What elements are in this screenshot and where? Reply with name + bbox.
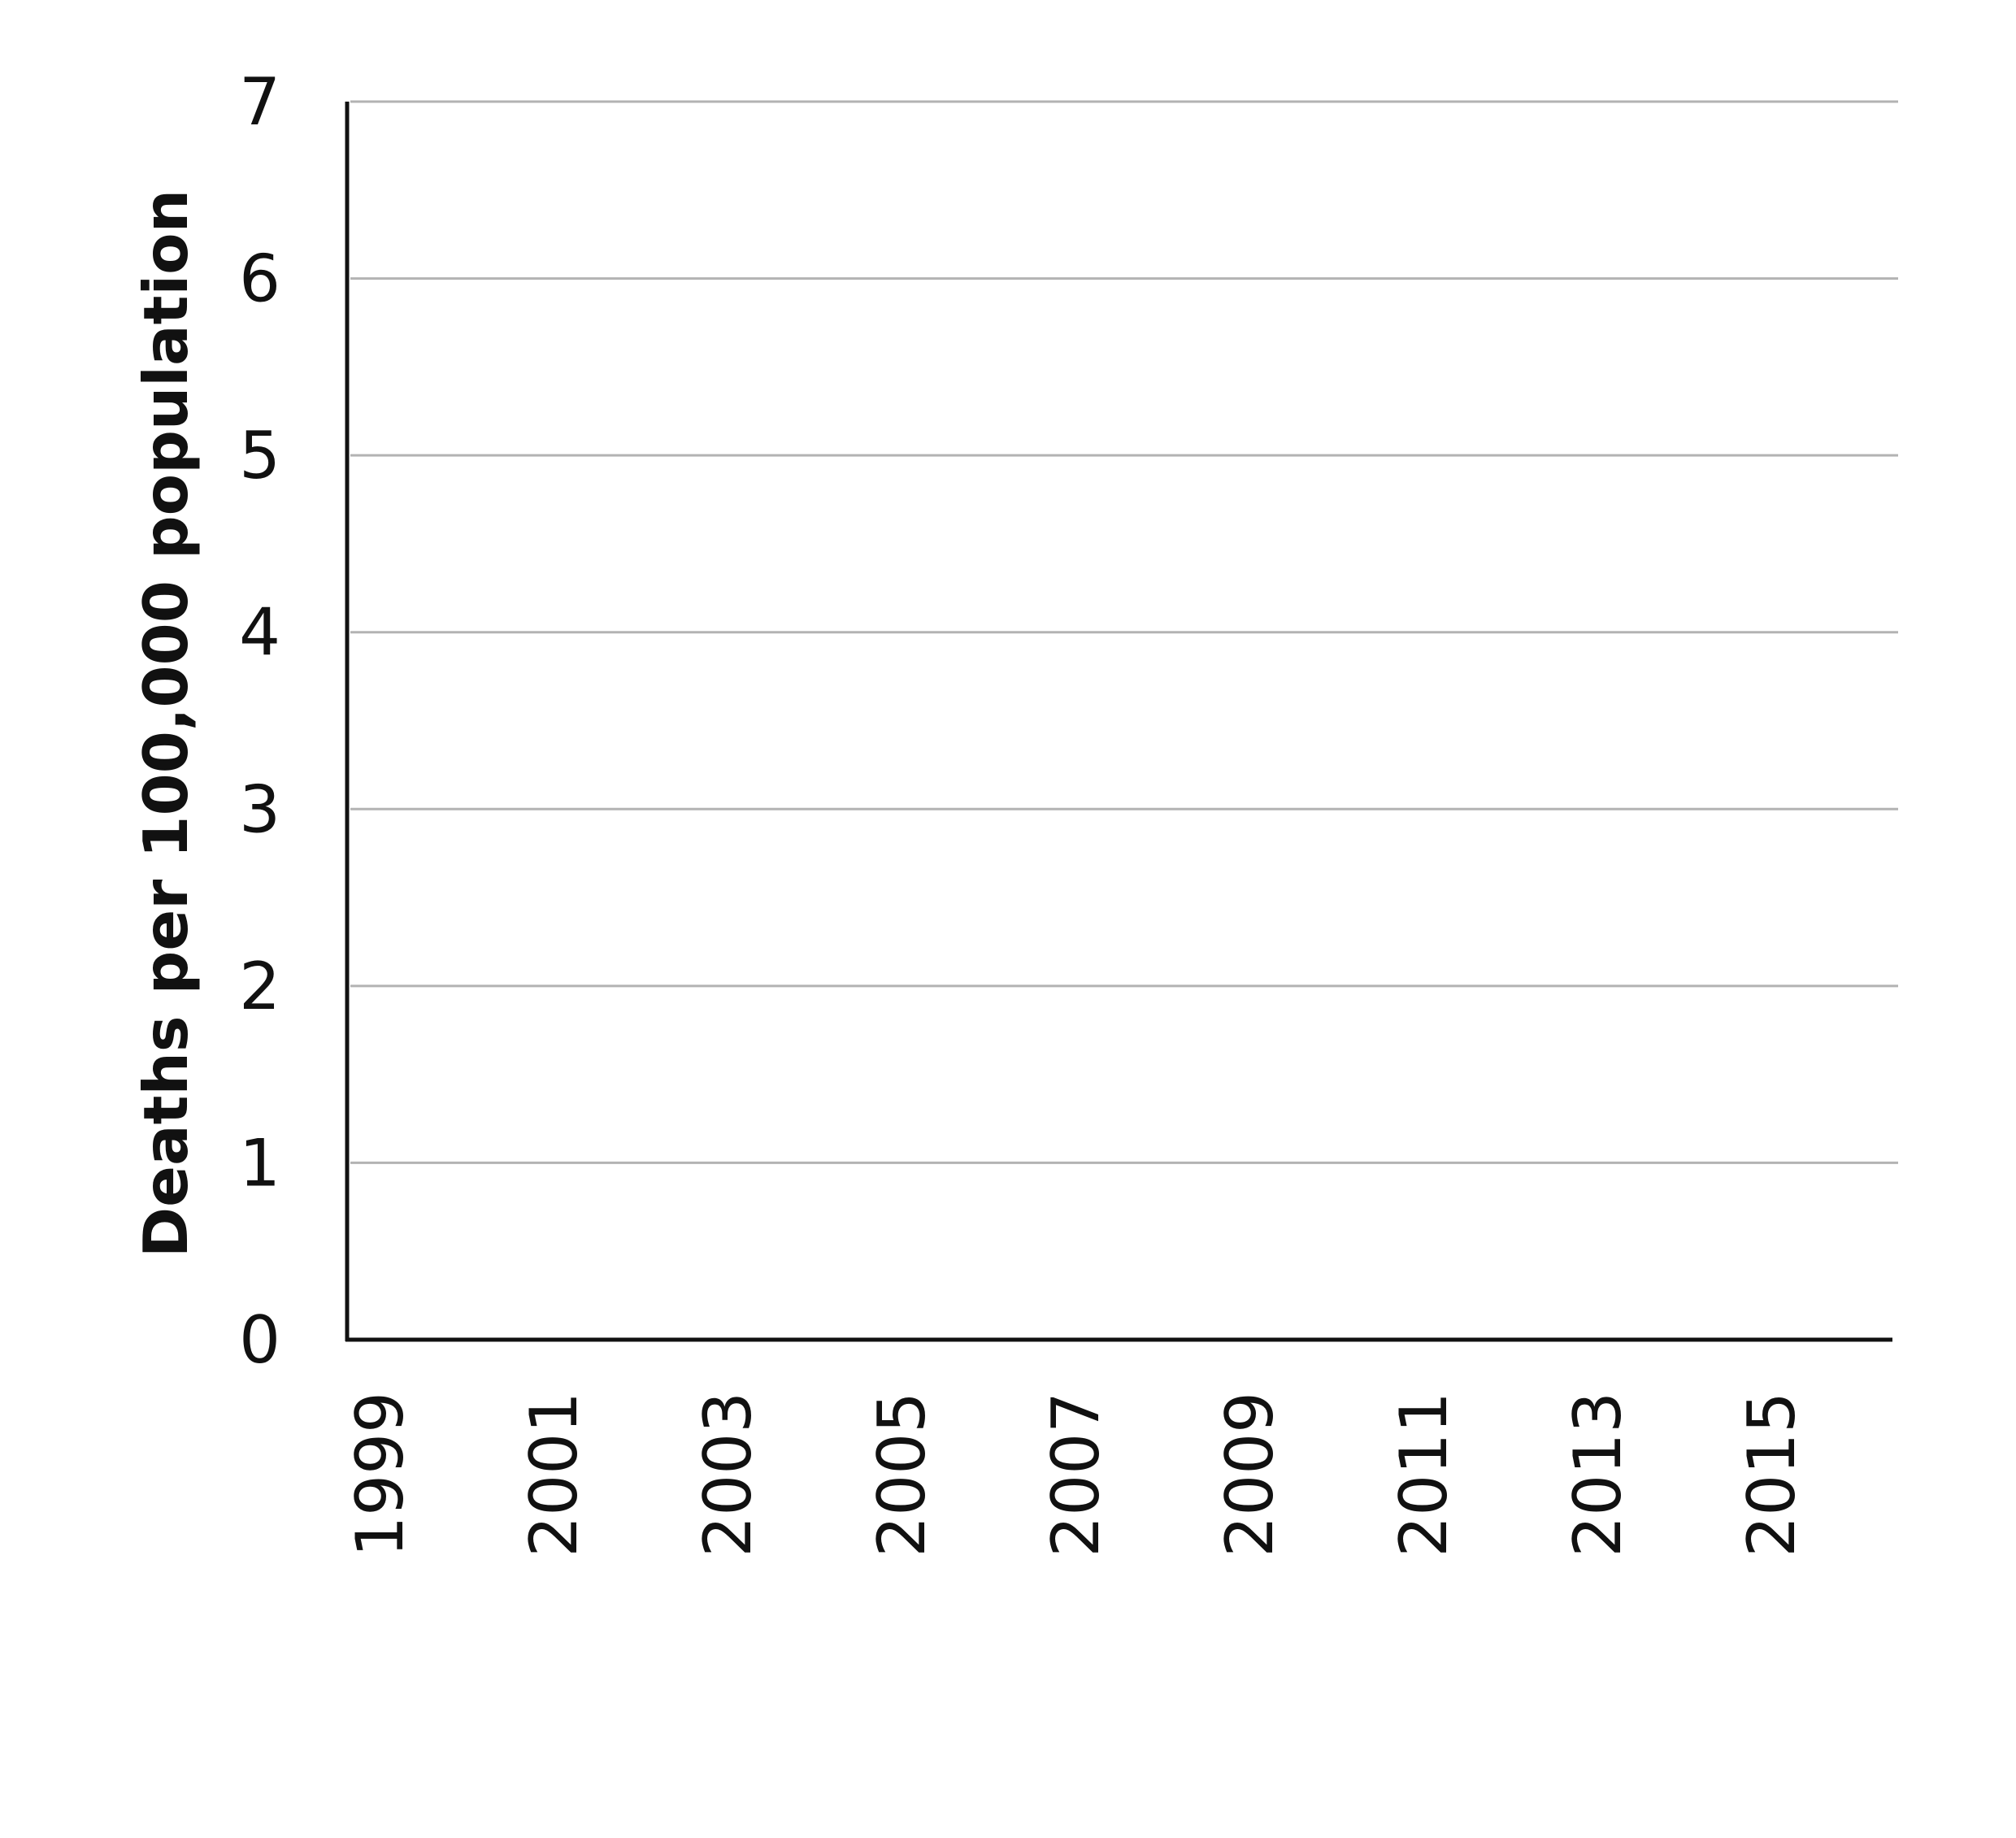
- gridlines: [350, 100, 1898, 1164]
- y-tick-label: 0: [239, 1302, 280, 1378]
- x-tick-label: 2007: [1038, 1392, 1114, 1558]
- x-tick-label: 2003: [690, 1392, 766, 1558]
- x-tick-label: 2001: [516, 1392, 592, 1558]
- y-tick-label: 4: [239, 595, 280, 671]
- y-tick-label: 7: [239, 64, 280, 140]
- x-tick-label: 1999: [342, 1392, 418, 1558]
- y-tick-label: 2: [239, 949, 280, 1024]
- y-tick-label: 5: [239, 418, 280, 493]
- x-axis-tick-labels: 1999 2001 2003 2005 2007 2009 2011 2013 2015: [342, 1392, 1810, 1558]
- y-tick-label: 6: [239, 241, 280, 317]
- x-tick-label: 2013: [1560, 1392, 1636, 1558]
- y-tick-label: 1: [239, 1125, 280, 1201]
- axes: [345, 102, 1892, 1342]
- x-tick-label: 2011: [1386, 1392, 1462, 1558]
- x-tick-label: 2005: [864, 1392, 940, 1558]
- y-axis-tick-labels: 0 1 2 3 4 5 6 7: [239, 64, 280, 1378]
- x-tick-label: 2015: [1734, 1392, 1810, 1558]
- y-tick-label: 3: [239, 771, 280, 847]
- y-axis-title: Deaths per 100,000 population: [130, 189, 202, 1258]
- x-tick-label: 2009: [1212, 1392, 1288, 1558]
